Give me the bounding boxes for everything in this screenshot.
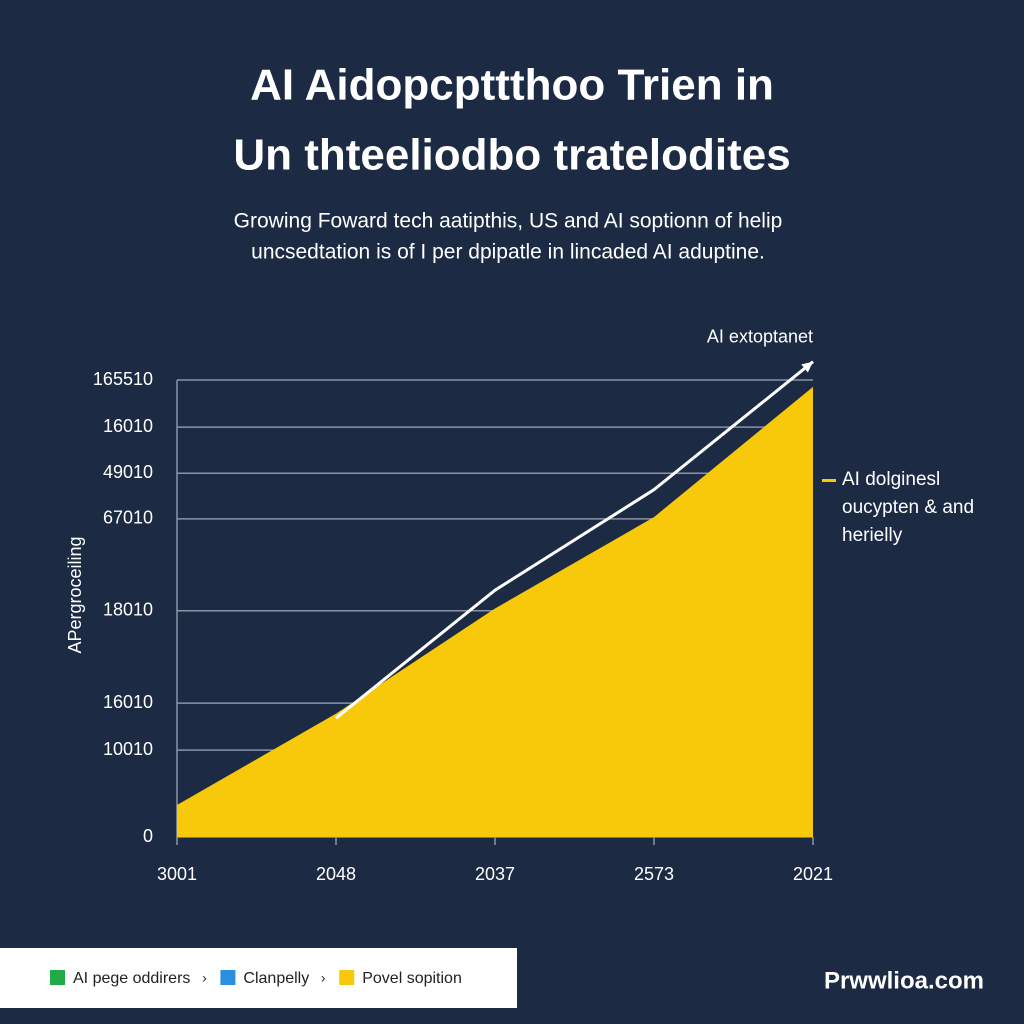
- annotation: AI extoptanet: [707, 326, 813, 346]
- legend-box: [0, 948, 517, 1008]
- y-tick-label: 0: [143, 826, 153, 846]
- chart-title: AI Aidopcpttthoo Trien in: [250, 61, 774, 110]
- legend-swatch: [220, 970, 236, 985]
- legend-separator: ›: [321, 970, 326, 986]
- legend-label: AI pege oddirers: [73, 970, 190, 987]
- legend-label: Povel sopition: [362, 970, 462, 987]
- x-tick-label: 2573: [634, 864, 674, 884]
- y-axis-label: APergroceiling: [65, 536, 85, 653]
- legend-swatch: [50, 970, 65, 985]
- y-tick-label: 10010: [103, 739, 153, 759]
- legend-separator: ›: [202, 970, 207, 986]
- chart-subtitle: uncsedtation is of I per dpipatle in lin…: [251, 241, 765, 264]
- legend-label: Clanpelly: [243, 970, 309, 987]
- y-tick-label: 18010: [103, 600, 153, 620]
- y-tick-label: 165510: [93, 369, 153, 389]
- legend-swatch: [822, 479, 836, 482]
- y-tick-label: 67010: [103, 508, 153, 528]
- trend-line: [335, 360, 814, 720]
- legend-swatch: [339, 970, 355, 985]
- x-tick-label: 2037: [475, 864, 515, 884]
- chart-subtitle: Growing Foward tech aatipthis, US and AI…: [234, 210, 783, 233]
- watermark: Prwwlioa.com: [824, 967, 984, 994]
- x-tick-label: 2021: [793, 864, 833, 884]
- arrow-head: [801, 361, 813, 373]
- x-tick-label: 3001: [157, 864, 197, 884]
- chart-title: Un thteeliodbo tratelodites: [233, 131, 790, 180]
- y-tick-label: 16010: [103, 416, 153, 436]
- side-legend: AI dolginesl oucypten & and herielly: [822, 466, 992, 550]
- area: [177, 386, 813, 837]
- x-tick-label: 2048: [316, 864, 356, 884]
- y-tick-label: 49010: [103, 462, 153, 482]
- y-tick-label: 16010: [103, 692, 153, 712]
- legend-label: AI dolginesl oucypten & and herielly: [842, 469, 975, 546]
